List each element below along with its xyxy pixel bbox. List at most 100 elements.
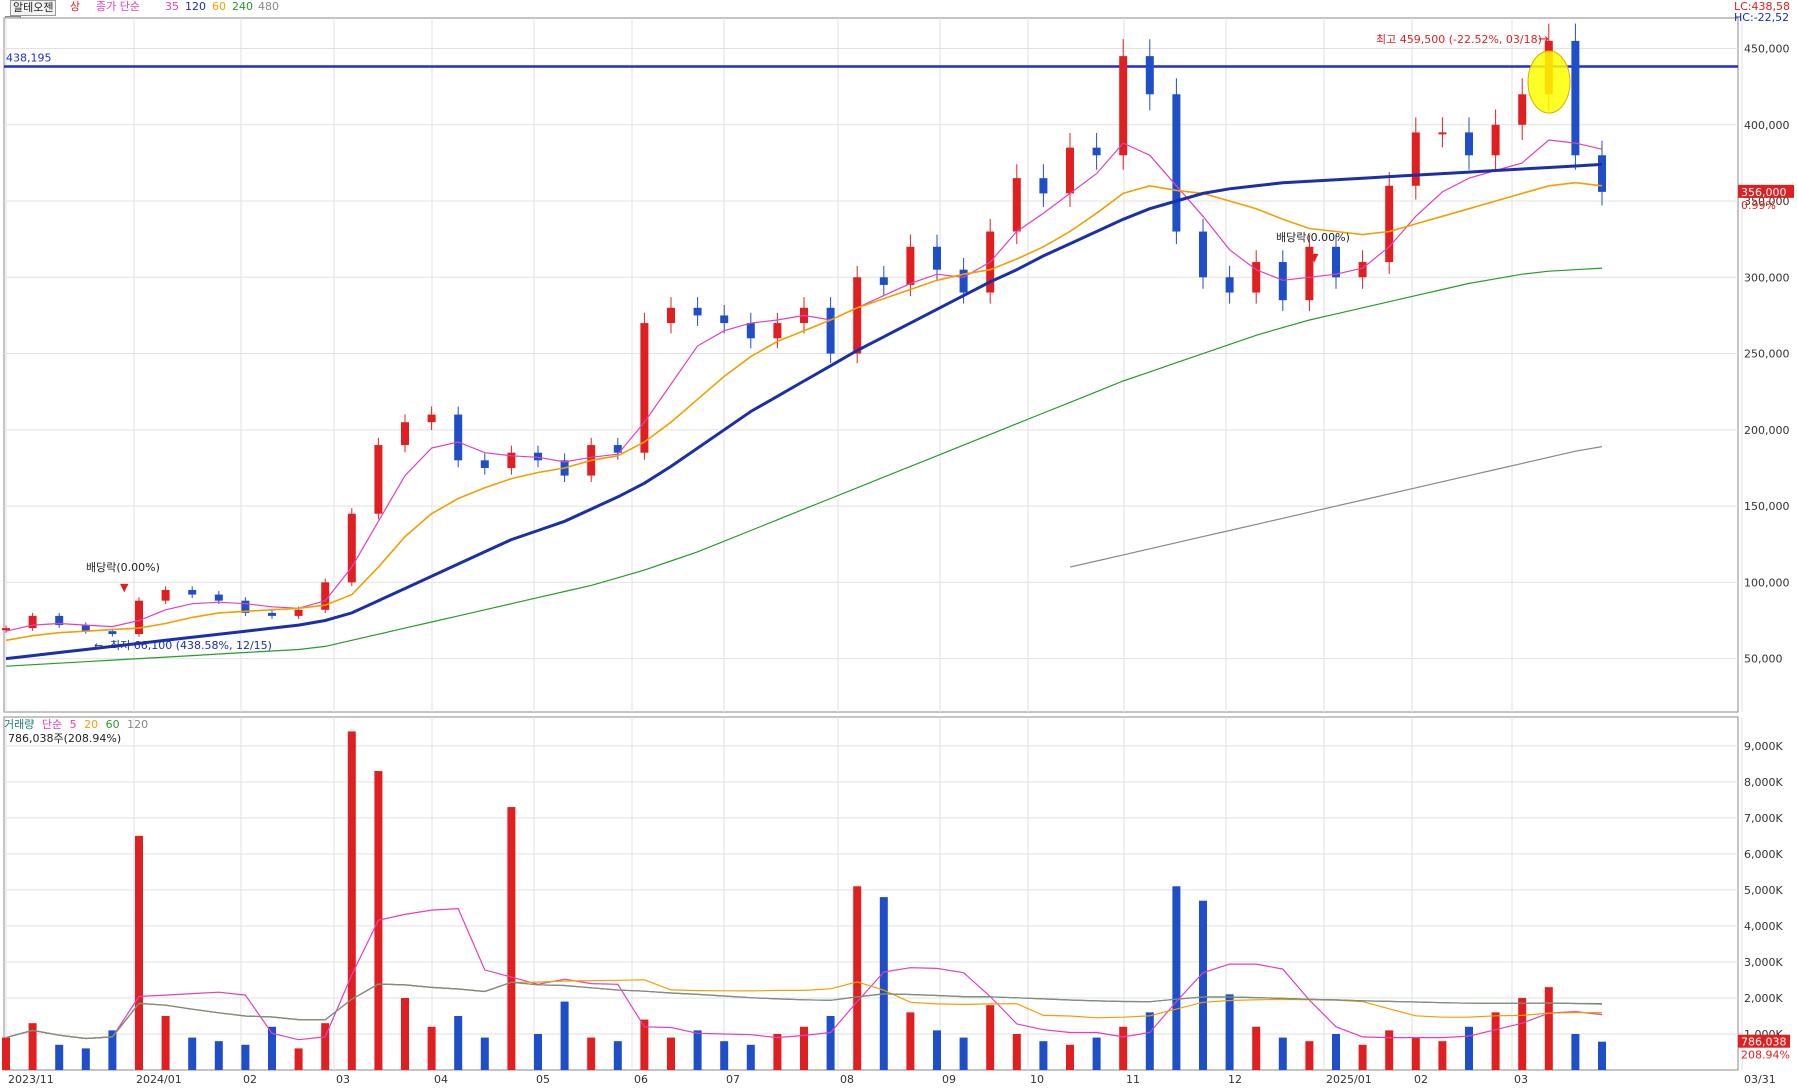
x-axis-label: 05 [536, 1073, 550, 1086]
candle-body [1465, 132, 1473, 156]
candle-body [1066, 147, 1074, 194]
candle-body [879, 277, 888, 285]
high-marker [1527, 50, 1571, 114]
candle-body [1012, 178, 1021, 232]
volume-bar [1491, 1012, 1500, 1070]
candle-body [1598, 155, 1606, 192]
status-label: 상 [70, 0, 81, 13]
volume-bar [214, 1041, 223, 1070]
volume-bar [1358, 1044, 1367, 1070]
volume-title: 거래량 [4, 718, 35, 731]
price-y-tick: 150,000 [1744, 500, 1790, 513]
volume-legend: 거래량 단순 5 20 60 120 [4, 716, 152, 732]
candle-body [161, 589, 170, 601]
ma-title: 종가 단순 [96, 0, 140, 13]
volume-bar [347, 731, 356, 1070]
volume-bar [640, 1019, 649, 1070]
volume-bar [693, 1030, 702, 1070]
price-y-tick: 350,000 [1744, 195, 1790, 208]
dividend-label-2: 배당락(0.00%) [1276, 231, 1350, 244]
low-arrow-icon: ← [94, 639, 103, 652]
ma-line-60 [5, 181, 1603, 642]
candle-body [640, 323, 649, 453]
lc-label: LC:438,58 [1734, 0, 1790, 13]
x-axis-label: 03 [336, 1073, 350, 1086]
volume-bar [454, 1015, 463, 1070]
x-axis-label: 06 [634, 1073, 648, 1086]
volume-bar [1278, 1037, 1287, 1070]
volume-bar [1145, 1012, 1154, 1070]
price-y-tick: 450,000 [1744, 43, 1790, 56]
price-y-tick: 50,000 [1744, 653, 1783, 666]
volume-bar [188, 1037, 197, 1070]
volume-bar [1411, 1037, 1420, 1070]
x-axis-label: 10 [1030, 1073, 1044, 1086]
candle-body [1358, 262, 1367, 278]
current-price-box [1738, 184, 1794, 198]
candle-body [454, 414, 463, 461]
candle-body [1199, 231, 1207, 278]
candle-body [773, 323, 782, 339]
price-y-tick: 100,000 [1744, 576, 1790, 589]
candle-body [2, 628, 10, 631]
volume-bar [800, 1026, 808, 1070]
candle-body [826, 307, 835, 354]
ma-line-35 [5, 139, 1603, 632]
volume-bar [746, 1044, 755, 1070]
volume-bar [587, 1037, 596, 1070]
volume-bar [108, 1030, 117, 1070]
volume-bar [879, 897, 888, 1070]
candle-body [667, 307, 675, 324]
low-label: 최저 66,100 (438.58%, 12/15) [110, 639, 272, 652]
volume-bar [268, 1026, 276, 1070]
volume-bar [241, 1044, 250, 1070]
volume-bar [1092, 1037, 1101, 1070]
candle-body [1385, 185, 1394, 263]
candle-body [1145, 56, 1154, 95]
stock-name[interactable]: 알테오젠 [10, 0, 57, 16]
volume-y-tick: 3,000K [1744, 956, 1783, 969]
candle-body [1225, 277, 1234, 293]
volume-bar [135, 835, 143, 1070]
volume-bar [294, 1048, 303, 1070]
volume-ma-line-5 [5, 907, 1603, 1041]
volume-ma-120: 120 [127, 718, 149, 731]
volume-current-box [1738, 1034, 1790, 1048]
ma-period-480: 480 [258, 0, 279, 13]
dividend-arrow-icon: ▼ [1310, 251, 1319, 264]
candle-body [108, 631, 117, 635]
volume-y-tick: 5,000K [1744, 884, 1783, 897]
ma-line-480 [1069, 446, 1603, 568]
price-plot-area [3, 17, 1739, 713]
candle-body [214, 594, 223, 601]
candle-body [241, 600, 250, 613]
candle-body [1252, 262, 1261, 293]
volume-y-tick: 9,000K [1744, 740, 1783, 753]
ma-period-35: 35 [165, 0, 179, 13]
volume-bar [1066, 1044, 1074, 1070]
candle-body [1518, 94, 1527, 125]
candle-body [401, 422, 409, 446]
volume-ma-5: 5 [69, 718, 77, 731]
price-y-tick: 300,000 [1744, 271, 1790, 284]
volume-bar [1172, 886, 1181, 1070]
candle-body [1039, 178, 1048, 194]
volume-ma-20: 20 [84, 718, 99, 731]
candle-body [507, 452, 516, 468]
candle-body [1092, 147, 1101, 156]
x-axis-label: 08 [840, 1073, 854, 1086]
candle-body [534, 452, 542, 461]
volume-y-tick: 6,000K [1744, 848, 1783, 861]
ma-line-120 [5, 162, 1603, 661]
candle-body [1438, 132, 1447, 135]
candle-body [853, 277, 862, 354]
volume-bar [1571, 1033, 1580, 1070]
candle-body [1332, 246, 1340, 278]
candle-body [321, 582, 330, 610]
volume-current-pct: 208.94% [1741, 1049, 1790, 1062]
candle-body [427, 414, 436, 423]
candle-body [81, 625, 90, 632]
price-y-tick: 250,000 [1744, 348, 1790, 361]
volume-bar [933, 1030, 941, 1070]
current-change: 0.99% [1741, 199, 1776, 212]
